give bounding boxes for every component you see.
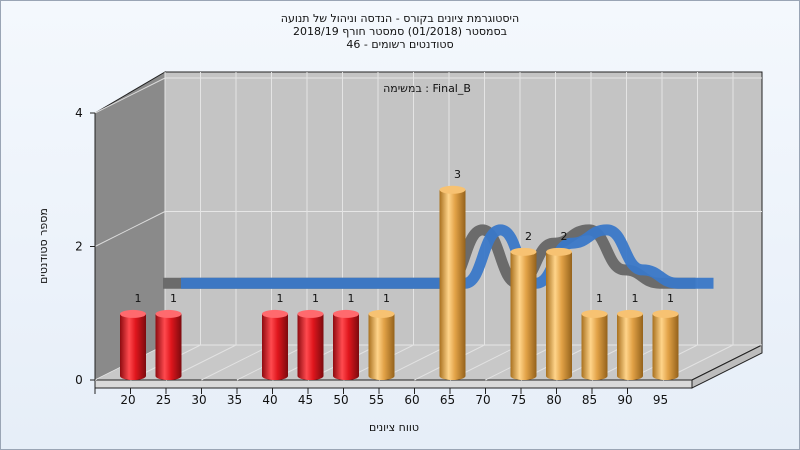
bar (546, 247, 572, 380)
grid-line (94, 211, 166, 247)
bar (262, 309, 288, 380)
data-label: 1 (632, 292, 639, 305)
bar-body (297, 313, 324, 380)
bar (368, 309, 395, 380)
bar-top (297, 309, 324, 318)
bar (439, 185, 466, 380)
bar-top (368, 309, 395, 318)
data-label: 2 (525, 230, 532, 243)
x-tick-label: 55 (369, 393, 384, 407)
x-tick-label: 85 (582, 393, 597, 407)
x-tick-label: 70 (475, 393, 490, 407)
bar (581, 309, 608, 380)
bar-body (262, 313, 288, 380)
data-label: 1 (596, 292, 603, 305)
x-tick-label: 20 (120, 393, 135, 407)
bar-top (120, 309, 146, 318)
bar-body (546, 251, 572, 380)
x-tick-label: 90 (617, 393, 632, 407)
title-line-2: בסמסטר (01/2018) סמסטר חורף 2018/19 (293, 25, 507, 38)
bar (297, 309, 324, 380)
bar-top (439, 185, 466, 194)
bar-top (333, 309, 359, 318)
y-axis-label: מספר סטודנטים (37, 208, 50, 284)
bar-top (652, 309, 679, 318)
bar-body (617, 313, 643, 380)
bar (652, 309, 679, 380)
grid-line (201, 344, 272, 381)
bar-top (262, 309, 288, 318)
data-label: 1 (348, 292, 355, 305)
x-tick-label: 50 (333, 393, 348, 407)
x-tick-label: 80 (546, 393, 561, 407)
assignment-label: במשימה : Final_B (383, 82, 471, 95)
bar-body (652, 313, 679, 380)
data-label: 1 (170, 292, 177, 305)
x-tick-label: 95 (653, 393, 668, 407)
x-tick-label: 25 (156, 393, 171, 407)
x-tick-label: 40 (262, 393, 277, 407)
right-edge (691, 344, 763, 389)
y-tick-label: 2 (75, 240, 83, 254)
data-label: 1 (667, 292, 674, 305)
x-tick-label: 35 (227, 393, 242, 407)
grid-line (94, 77, 166, 114)
bar-top (617, 309, 643, 318)
x-tick-label: 65 (440, 393, 455, 407)
data-label: 1 (312, 292, 319, 305)
data-label: 1 (277, 292, 284, 305)
bar-top (155, 309, 182, 318)
bar (333, 309, 359, 380)
bar-body (510, 251, 537, 380)
bar-body (581, 313, 608, 380)
title-line-3: סטודנטים רשומים - 46 (346, 38, 453, 51)
front-edge (94, 379, 693, 389)
y-tick-label: 4 (75, 106, 83, 120)
bars-group (120, 185, 679, 380)
bar (617, 309, 643, 380)
x-axis-label: טווח ציונים (369, 421, 419, 434)
bar-body (120, 313, 146, 380)
y-tick-label: 0 (75, 373, 83, 387)
bar-body (439, 189, 466, 380)
bar-top (581, 309, 608, 318)
data-label: 3 (454, 168, 461, 181)
x-tick-label: 45 (298, 393, 313, 407)
data-label: 1 (383, 292, 390, 305)
bar-body (368, 313, 395, 380)
bar (155, 309, 182, 380)
x-tick-label: 60 (404, 393, 419, 407)
bar (120, 309, 146, 380)
y-ticks: 0 2 4 (75, 106, 95, 387)
data-label: 1 (135, 292, 142, 305)
title-line-1: היסטוגרמת ציונים בקורס - הנדסה וניהול של… (281, 12, 519, 25)
x-tick-label: 75 (511, 393, 526, 407)
gridlines (94, 72, 762, 381)
x-ticks: 20 25 30 35 40 45 50 55 60 65 70 75 80 85 90 95 (94, 388, 668, 407)
data-labels: 1 1 1 1 1 1 3 2 2 1 1 1 (135, 168, 675, 305)
data-label: 2 (561, 230, 568, 243)
bar-body (155, 313, 182, 380)
bar-body (333, 313, 359, 380)
bar-top (546, 247, 572, 256)
bar (510, 247, 537, 380)
bar-top (510, 247, 537, 256)
x-tick-label: 30 (191, 393, 206, 407)
